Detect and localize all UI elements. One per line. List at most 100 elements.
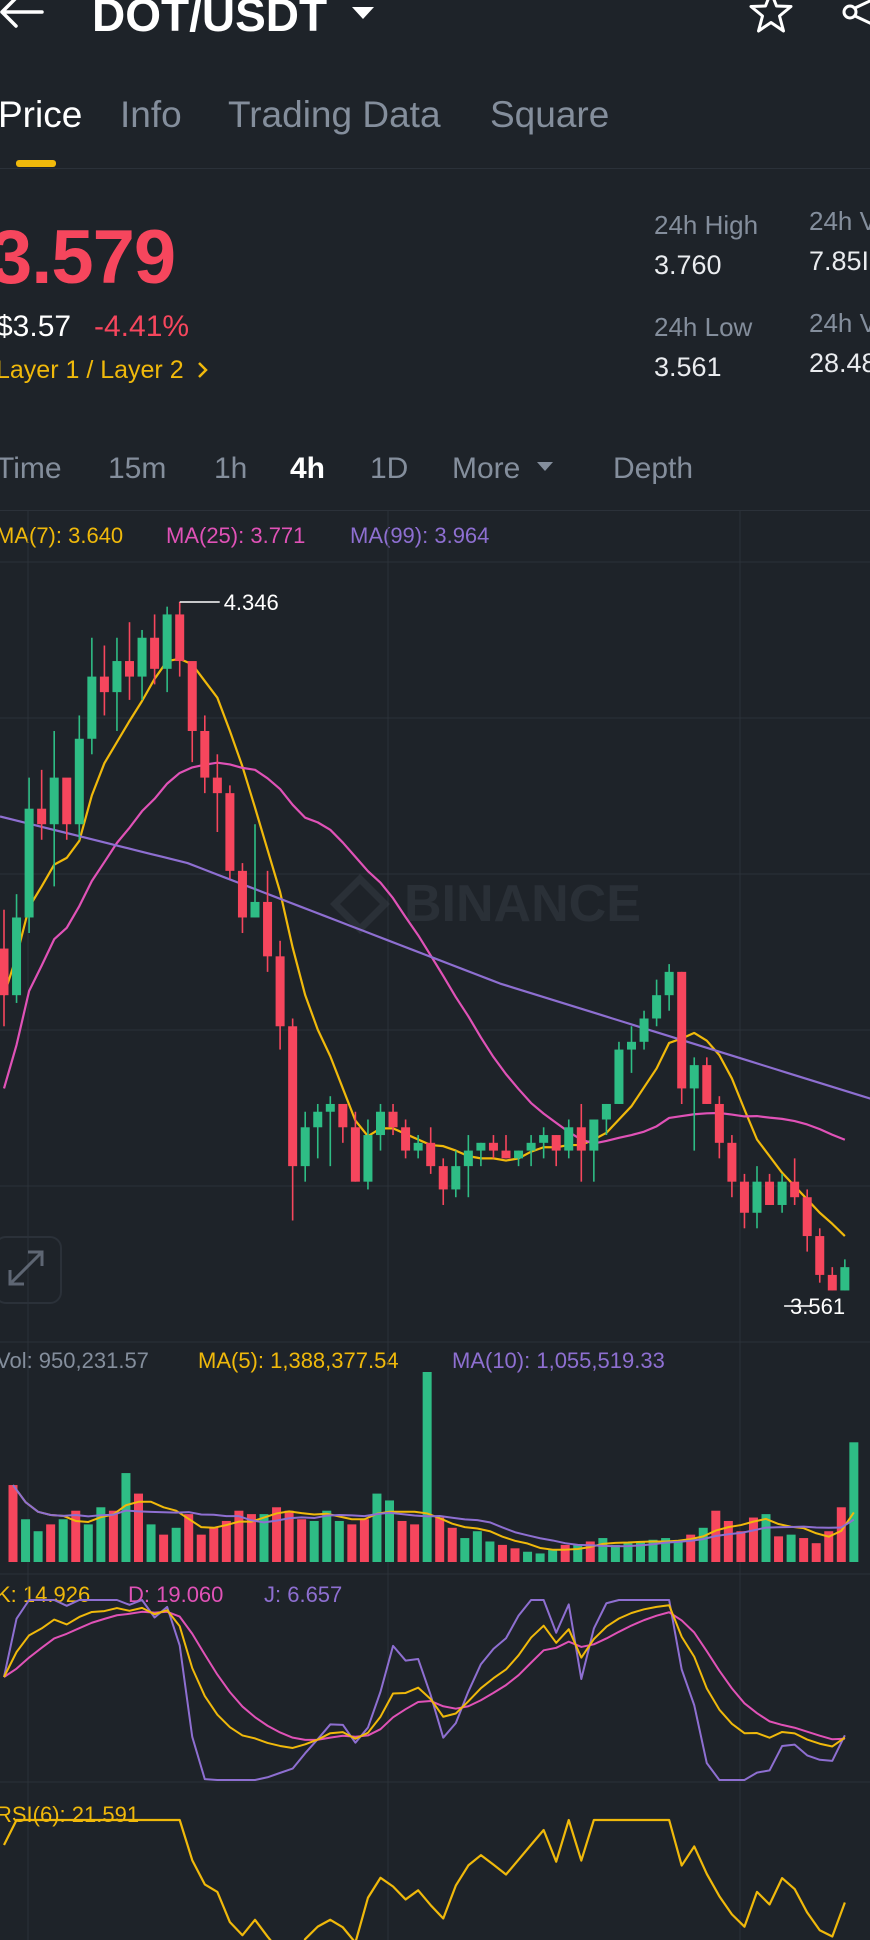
volume-bar <box>33 1531 43 1562</box>
volume-bar <box>661 1538 671 1562</box>
tab-4h[interactable]: 4h <box>290 452 326 485</box>
candle-body <box>388 1111 398 1128</box>
candle-body <box>338 1103 348 1128</box>
volume-bar <box>209 1527 219 1562</box>
fullscreen-button[interactable] <box>0 1236 62 1304</box>
candle-body <box>62 777 72 825</box>
tab-depth[interactable]: Depth <box>613 452 694 485</box>
candle-body <box>539 1135 549 1143</box>
vol-ma10-legend: MA(10): 1,055,519.33 <box>452 1348 665 1373</box>
candle-body <box>827 1274 837 1291</box>
volume-bar <box>272 1507 282 1562</box>
tab-square[interactable]: Square <box>490 94 610 135</box>
candle-body <box>601 1103 611 1120</box>
candle-body <box>376 1111 385 1136</box>
volume-bar <box>485 1541 495 1562</box>
category-label: Layer 1 / Layer 2 <box>0 356 184 384</box>
candle-body <box>526 1142 536 1151</box>
candle-body <box>413 1142 423 1151</box>
volume-bar <box>8 1485 18 1562</box>
volume-bar <box>535 1553 545 1562</box>
active-tab-indicator <box>16 160 56 167</box>
volume-bar <box>811 1543 821 1562</box>
vol-ma10-line <box>12 1484 855 1548</box>
volume-bar <box>610 1544 620 1562</box>
ma-lines <box>0 657 870 1237</box>
volume-bar <box>472 1531 482 1562</box>
back-arrow-icon[interactable] <box>0 0 48 28</box>
candle-body <box>288 1026 298 1167</box>
candle-body <box>350 1127 360 1182</box>
share-icon[interactable] <box>842 0 870 30</box>
volume-bar <box>523 1551 533 1562</box>
candle-body <box>74 738 84 825</box>
watermark-diamond <box>330 874 390 934</box>
volume-bar <box>385 1500 394 1562</box>
caret-down-icon <box>351 7 374 19</box>
tab-info[interactable]: Info <box>120 94 182 135</box>
candle-body <box>739 1181 749 1213</box>
candle-body <box>24 808 34 918</box>
volume-bar <box>585 1541 595 1562</box>
candle-body <box>162 614 172 669</box>
volume-bar <box>46 1524 56 1562</box>
volume-bar <box>397 1520 407 1562</box>
category-link[interactable]: Layer 1 / Layer 2 <box>0 356 209 385</box>
volume-bar <box>648 1539 658 1562</box>
vol-value-1: 7.85I <box>809 246 870 276</box>
ma25-legend: MA(25): 3.771 <box>166 523 306 548</box>
pair-title[interactable]: DOT/USDT <box>92 0 374 42</box>
volume-bar <box>196 1534 206 1562</box>
vol-label-1: 24h V <box>809 206 870 236</box>
candle-body <box>237 870 247 918</box>
volume-bar <box>259 1514 269 1562</box>
candle-body <box>37 808 47 825</box>
candle-body <box>187 661 197 731</box>
volume-bar <box>159 1534 169 1562</box>
volume-bar <box>234 1510 244 1562</box>
last-price: 3.579 <box>0 215 176 300</box>
low-value: 3.561 <box>654 352 722 382</box>
tab-15m[interactable]: 15m <box>108 452 167 485</box>
star-icon[interactable] <box>748 0 794 36</box>
candle-body <box>802 1197 812 1237</box>
candle-body <box>714 1103 724 1143</box>
candle-body <box>112 661 122 693</box>
tab-time[interactable]: Time <box>0 452 62 485</box>
candle-body <box>250 901 260 918</box>
tab-trading-data[interactable]: Trading Data <box>228 94 441 135</box>
volume-bar <box>347 1524 357 1562</box>
low-label: 24h Low <box>654 312 753 342</box>
candle-body <box>488 1142 498 1151</box>
kdj-j-line <box>3 1599 846 1781</box>
tab-1h[interactable]: 1h <box>214 452 248 485</box>
vol-label-2: 24h V <box>809 308 870 338</box>
volume-bar <box>460 1538 470 1562</box>
volume-bar <box>560 1544 570 1562</box>
volume-bar <box>334 1520 344 1562</box>
candle-body <box>87 676 97 739</box>
candle-body <box>175 614 185 662</box>
chart-grid <box>0 510 870 1940</box>
candle-body <box>263 901 273 957</box>
high-marker-label: 4.346 <box>224 590 279 615</box>
candle-body <box>150 637 160 669</box>
tab-1d[interactable]: 1D <box>370 452 409 485</box>
tab-price[interactable]: Price <box>0 94 83 135</box>
candle-body <box>476 1142 486 1151</box>
volume-bar <box>723 1520 733 1562</box>
caret-down-icon <box>536 462 553 471</box>
high-value: 3.760 <box>654 250 722 280</box>
candle-body <box>501 1150 511 1159</box>
candle-body <box>225 793 235 871</box>
kdj-k-line <box>3 1604 846 1749</box>
candle-body <box>589 1119 599 1151</box>
chevron-right-icon <box>197 362 208 378</box>
volume-bar <box>96 1507 106 1562</box>
ma7-line <box>2 657 846 1237</box>
tab-more[interactable]: More <box>452 452 553 486</box>
volume-bar <box>297 1519 307 1562</box>
volume-bar <box>21 1519 31 1562</box>
candle-body <box>12 917 22 996</box>
